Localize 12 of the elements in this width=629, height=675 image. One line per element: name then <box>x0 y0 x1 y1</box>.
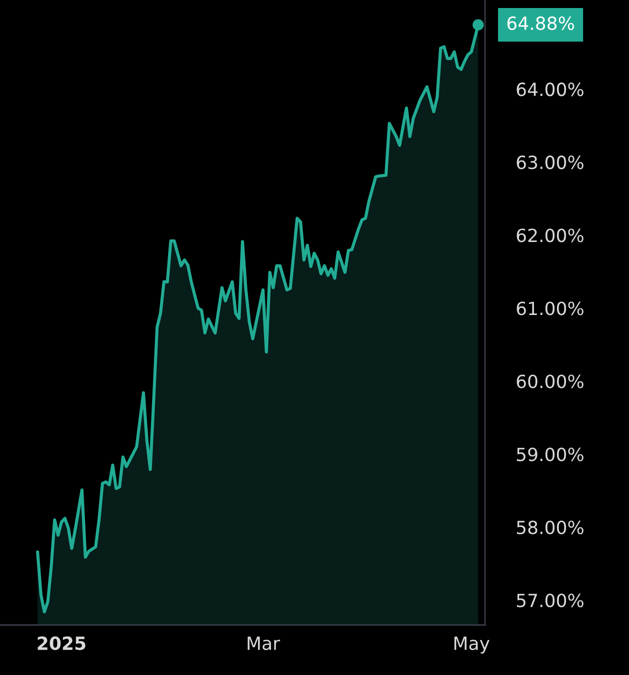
y-tick-label: 60.00% <box>516 374 584 388</box>
x-tick-label: May <box>454 636 490 654</box>
y-tick-label: 57.00% <box>516 594 584 608</box>
y-tick-label: 64.00% <box>516 82 584 96</box>
y-tick-label: 62.00% <box>516 228 584 242</box>
y-tick-label: 63.00% <box>516 156 584 170</box>
y-tick-label: 61.00% <box>516 302 584 316</box>
y-tick-label: 59.00% <box>516 448 584 462</box>
y-tick-label: 58.00% <box>516 520 584 534</box>
x-tick-label: Mar <box>248 636 280 650</box>
annotation: 64.88% <box>507 16 574 30</box>
x-tick-label: 2025 <box>38 636 86 650</box>
